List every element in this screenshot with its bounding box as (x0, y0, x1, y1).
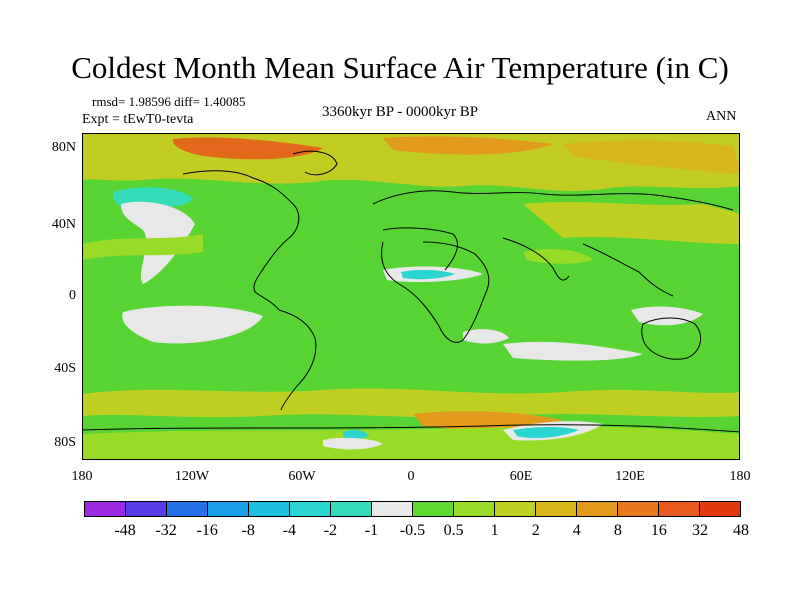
antarctica-cold-2 (343, 429, 369, 439)
x-tick-180w: 180 (71, 469, 93, 484)
y-tick-0: 0 (69, 288, 76, 303)
coastlines (83, 150, 739, 433)
siberia-warm-patch (563, 140, 739, 174)
colorbar-box (167, 502, 208, 516)
asia-warm-band (523, 202, 739, 244)
y-tick-40n: 40N (51, 217, 76, 232)
colorbar-box (126, 502, 167, 516)
colorbar-label: -32 (155, 522, 177, 539)
europe-med-coast (382, 227, 458, 271)
map-title: Coldest Month Mean Surface Air Temperatu… (71, 50, 729, 85)
colorbar-label: 2 (531, 522, 540, 539)
midlat-band (83, 234, 203, 260)
temperature-field (83, 134, 739, 459)
south-pacific-neutral (122, 305, 263, 344)
greenland-coast (292, 150, 338, 176)
colorbar-label: -8 (241, 522, 255, 539)
colorbar-box (208, 502, 249, 516)
north-america-coast (182, 170, 300, 311)
colorbar-box (290, 502, 331, 516)
colorbar-box (536, 502, 577, 516)
colorbar-label: -0.5 (399, 522, 426, 539)
south-asia-coast (502, 237, 570, 281)
colorbar-box (618, 502, 659, 516)
colorbar-label: 1 (490, 522, 499, 539)
x-tick-0: 0 (407, 469, 415, 484)
colorbar-label: -1 (364, 522, 379, 539)
africa-coast (381, 241, 490, 343)
colorbar-box (700, 502, 740, 516)
indian-ocean-neutral (503, 341, 643, 361)
colorbar-label: -2 (323, 522, 338, 539)
southeast-asia-coast (582, 243, 674, 297)
arctic-hot-patch (172, 137, 323, 160)
colorbar-label: 4 (572, 522, 581, 539)
colorbar (84, 501, 741, 517)
antarctica-coast (83, 424, 739, 433)
colorbar-label: 8 (613, 522, 622, 539)
y-tick-80s: 80S (54, 435, 76, 450)
y-tick-80n: 80N (51, 140, 76, 155)
arctic-warm-patch (383, 136, 553, 155)
colorbar-label: -16 (196, 522, 218, 539)
south-america-coast (278, 309, 317, 411)
stats-text: rmsd= 1.98596 diff= 1.40085 (92, 94, 246, 109)
colorbar-box (495, 502, 536, 516)
x-tick-60e: 60E (509, 469, 533, 484)
colorbar-box (454, 502, 495, 516)
colorbar-box (249, 502, 290, 516)
arabia-band (523, 249, 593, 264)
x-tick-120w: 120W (174, 469, 210, 484)
antarctica-neutral-2 (323, 437, 383, 450)
colorbar-box (372, 502, 413, 516)
southern-ocean-warm-band (83, 388, 739, 418)
x-tick-60w: 60W (288, 469, 316, 484)
eurasia-north-coast (372, 190, 734, 211)
season-label: ANN (706, 109, 737, 124)
australia-coast (641, 317, 702, 360)
antarctica-field (83, 426, 739, 459)
south-atlantic-neutral (463, 329, 509, 344)
colorbar-label: 16 (650, 522, 667, 539)
colorbar-label: 32 (691, 522, 708, 539)
colorbar-box (85, 502, 126, 516)
colorbar-label: -4 (282, 522, 296, 539)
colorbar-box (331, 502, 372, 516)
world-map (82, 133, 740, 460)
sahara-cold (401, 269, 455, 280)
x-tick-120e: 120E (615, 469, 645, 484)
y-tick-40s: 40S (54, 361, 76, 376)
experiment-label: Expt = tEwT0-tevta (82, 112, 194, 127)
x-tick-180e: 180 (729, 469, 751, 484)
indo-pacific-neutral (631, 306, 703, 326)
colorbar-label: 0.5 (443, 522, 464, 539)
period-label: 3360kyr BP - 0000kyr BP (322, 104, 479, 120)
colorbar-label: -48 (114, 522, 136, 539)
colorbar-box (659, 502, 700, 516)
colorbar-label: 48 (733, 522, 749, 539)
colorbar-box (413, 502, 454, 516)
colorbar-box (577, 502, 618, 516)
antarctica-cold (513, 427, 579, 438)
